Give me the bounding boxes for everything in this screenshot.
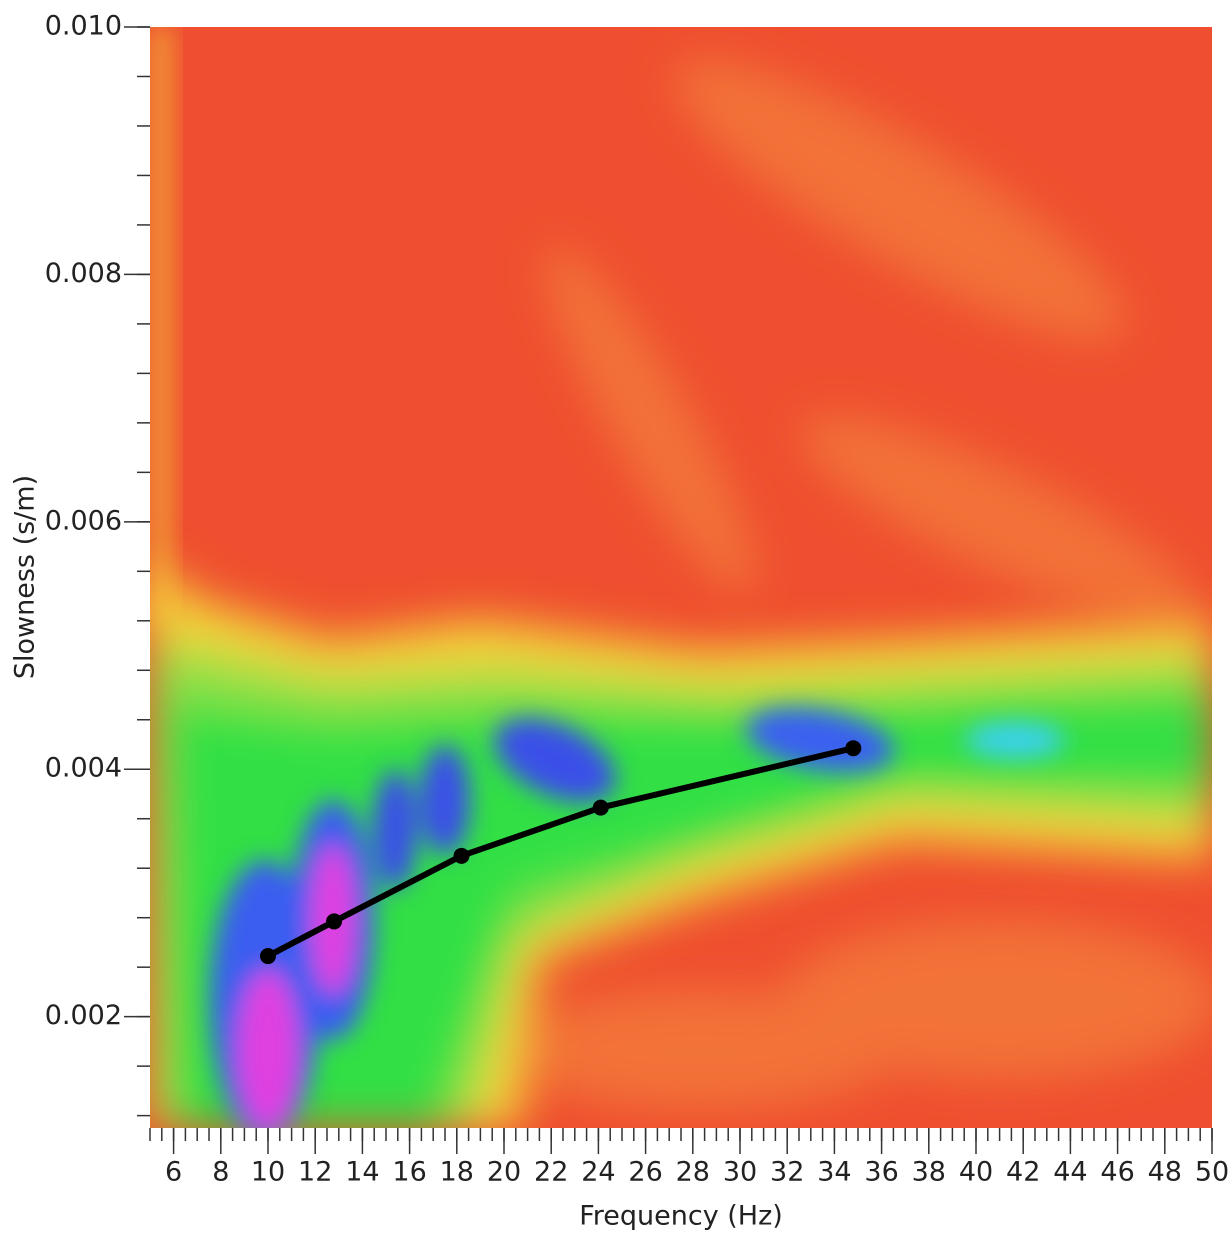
x-tick-label: 48 xyxy=(1148,1157,1182,1188)
x-tick-label: 12 xyxy=(298,1157,332,1188)
y-tick-label: 0.004 xyxy=(45,753,122,784)
series-point xyxy=(326,913,343,930)
x-tick-label: 44 xyxy=(1053,1157,1087,1188)
y-tick-label: 0.006 xyxy=(45,505,122,536)
x-tick-label: 22 xyxy=(534,1157,568,1188)
x-tick-label: 20 xyxy=(487,1157,521,1188)
x-tick-label: 14 xyxy=(345,1157,379,1188)
x-tick-label: 8 xyxy=(212,1157,229,1188)
y-tick-label: 0.002 xyxy=(45,1000,122,1031)
x-tick-label: 16 xyxy=(392,1157,426,1188)
x-tick-label: 38 xyxy=(912,1157,946,1188)
x-tick-label: 40 xyxy=(959,1157,993,1188)
x-axis-label: Frequency (Hz) xyxy=(579,1201,783,1232)
y-tick-label: 0.008 xyxy=(45,258,122,289)
series-point xyxy=(845,740,862,757)
series-point xyxy=(260,948,276,965)
x-tick-label: 30 xyxy=(723,1157,757,1188)
x-tick-label: 32 xyxy=(770,1157,804,1188)
heatmap xyxy=(150,27,1212,1128)
y-axis-label: Slowness (s/m) xyxy=(10,475,41,679)
x-tick-label: 50 xyxy=(1195,1157,1229,1188)
series-point xyxy=(453,847,470,864)
x-tick-label: 26 xyxy=(628,1157,662,1188)
series-point xyxy=(592,799,609,816)
x-tick-label: 18 xyxy=(440,1157,474,1188)
x-tick-label: 24 xyxy=(581,1157,615,1188)
x-tick-label: 6 xyxy=(165,1157,182,1188)
x-tick-label: 10 xyxy=(251,1157,285,1188)
y-tick-label: 0.010 xyxy=(45,11,122,42)
x-tick-label: 42 xyxy=(1006,1157,1040,1188)
x-tick-label: 34 xyxy=(817,1157,851,1188)
x-tick-label: 36 xyxy=(864,1157,898,1188)
x-tick-label: 46 xyxy=(1100,1157,1134,1188)
x-tick-label: 28 xyxy=(676,1157,710,1188)
